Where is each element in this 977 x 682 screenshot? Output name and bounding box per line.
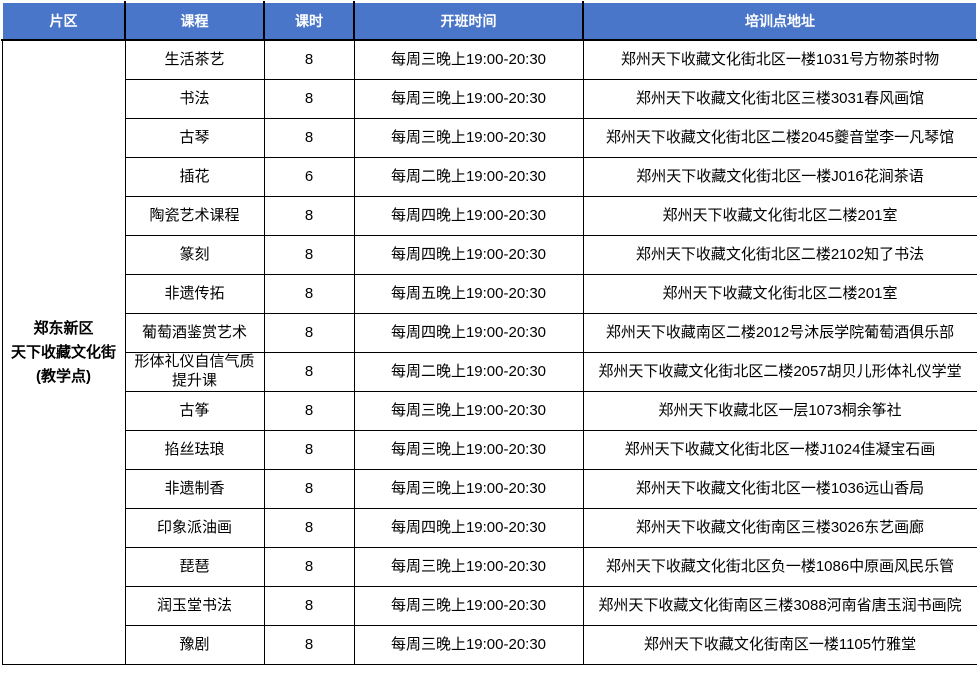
header-schedule: 开班时间 xyxy=(353,1,584,41)
hours-cell: 8 xyxy=(263,430,355,470)
hours-cell: 8 xyxy=(263,235,355,275)
address-cell: 郑州天下收藏文化街北区一楼J016花涧茶语 xyxy=(582,157,977,197)
table-row: 非遗传拓 8 每周五晚上19:00-20:30 郑州天下收藏文化街北区二楼201… xyxy=(2,274,977,314)
table-row: 葡萄酒鉴赏艺术 8 每周四晚上19:00-20:30 郑州天下收藏南区二楼201… xyxy=(2,313,977,353)
course-cell: 陶瓷艺术课程 xyxy=(124,196,265,236)
schedule-cell: 每周四晚上19:00-20:30 xyxy=(353,235,584,275)
schedule-cell: 每周四晚上19:00-20:30 xyxy=(353,508,584,548)
schedule-cell: 每周三晚上19:00-20:30 xyxy=(353,79,584,119)
hours-cell: 8 xyxy=(263,391,355,431)
schedule-cell: 每周三晚上19:00-20:30 xyxy=(353,469,584,509)
schedule-cell: 每周三晚上19:00-20:30 xyxy=(353,430,584,470)
address-cell: 郑州天下收藏文化街北区二楼2057胡贝儿形体礼仪学堂 xyxy=(582,352,977,392)
address-cell: 郑州天下收藏文化街北区一楼1031号方物茶时物 xyxy=(582,39,977,80)
address-cell: 郑州天下收藏文化街北区负一楼1086中原画风民乐管 xyxy=(582,547,977,587)
address-cell: 郑州天下收藏文化街南区三楼3026东艺画廊 xyxy=(582,508,977,548)
table-row: 郑东新区 天下收藏文化街 (教学点) 生活茶艺 8 每周三晚上19:00-20:3… xyxy=(1,39,977,665)
schedule-cell: 每周二晚上19:00-20:30 xyxy=(353,157,584,197)
hours-cell: 8 xyxy=(263,313,355,353)
hours-cell: 8 xyxy=(263,586,355,626)
course-cell: 插花 xyxy=(124,157,265,197)
course-cell: 书法 xyxy=(124,79,265,119)
address-cell: 郑州天下收藏文化街南区三楼3088河南省唐玉润书画院 xyxy=(582,586,977,626)
table-row: 形体礼仪自信气质提升课 8 每周二晚上19:00-20:30 郑州天下收藏文化街… xyxy=(2,352,977,392)
hours-cell: 8 xyxy=(263,196,355,236)
table-row: 非遗制香 8 每周三晚上19:00-20:30 郑州天下收藏文化街北区一楼103… xyxy=(2,469,977,509)
hours-cell: 8 xyxy=(263,469,355,509)
hours-cell: 8 xyxy=(263,508,355,548)
table-row: 篆刻 8 每周四晚上19:00-20:30 郑州天下收藏文化街北区二楼2102知… xyxy=(2,235,977,275)
hours-cell: 8 xyxy=(263,79,355,119)
address-cell: 郑州天下收藏文化街北区二楼201室 xyxy=(582,196,977,236)
table-row: 古琴 8 每周三晚上19:00-20:30 郑州天下收藏文化街北区二楼2045夔… xyxy=(2,118,977,158)
address-cell: 郑州天下收藏南区二楼2012号沐辰学院葡萄酒俱乐部 xyxy=(582,313,977,353)
header-course: 课程 xyxy=(124,1,265,41)
table-row: 插花 6 每周二晚上19:00-20:30 郑州天下收藏文化街北区一楼J016花… xyxy=(2,157,977,197)
address-cell: 郑州天下收藏文化街北区一楼1036远山香局 xyxy=(582,469,977,509)
course-cell: 古筝 xyxy=(124,391,265,431)
address-cell: 郑州天下收藏文化街北区三楼3031春风画馆 xyxy=(582,79,977,119)
address-cell: 郑州天下收藏文化街南区一楼1105竹雅堂 xyxy=(582,625,977,665)
hours-cell: 8 xyxy=(263,352,355,392)
header-address: 培训点地址 xyxy=(582,1,977,41)
table-row: 润玉堂书法 8 每周三晚上19:00-20:30 郑州天下收藏文化街南区三楼30… xyxy=(2,586,977,626)
schedule-cell: 每周三晚上19:00-20:30 xyxy=(353,625,584,665)
schedule-cell: 每周三晚上19:00-20:30 xyxy=(353,391,584,431)
hours-cell: 8 xyxy=(263,39,355,80)
address-cell: 郑州天下收藏文化街北区一楼J1024佳凝宝石画 xyxy=(582,430,977,470)
schedule-cell: 每周三晚上19:00-20:30 xyxy=(353,39,584,80)
schedule-cell: 每周三晚上19:00-20:30 xyxy=(353,586,584,626)
hours-cell: 8 xyxy=(263,274,355,314)
table-row: 掐丝珐琅 8 每周三晚上19:00-20:30 郑州天下收藏文化街北区一楼J10… xyxy=(2,430,977,470)
address-cell: 郑州天下收藏北区一层1073桐余筝社 xyxy=(582,391,977,431)
course-schedule-table: 片区 课程 课时 开班时间 培训点地址 郑东新区 天下收藏文化街 (教学点) 生活… xyxy=(1,1,977,665)
table-row: 印象派油画 8 每周四晚上19:00-20:30 郑州天下收藏文化街南区三楼30… xyxy=(2,508,977,548)
course-cell: 琵琶 xyxy=(124,547,265,587)
address-cell: 郑州天下收藏文化街北区二楼201室 xyxy=(582,274,977,314)
hours-cell: 8 xyxy=(263,625,355,665)
course-cell: 润玉堂书法 xyxy=(124,586,265,626)
course-cell: 形体礼仪自信气质提升课 xyxy=(124,352,265,392)
table-row: 陶瓷艺术课程 8 每周四晚上19:00-20:30 郑州天下收藏文化街北区二楼2… xyxy=(2,196,977,236)
course-cell: 掐丝珐琅 xyxy=(124,430,265,470)
schedule-cell: 每周三晚上19:00-20:30 xyxy=(353,547,584,587)
table-body: 郑东新区 天下收藏文化街 (教学点) 生活茶艺 8 每周三晚上19:00-20:3… xyxy=(1,39,977,665)
table-row: 书法 8 每周三晚上19:00-20:30 郑州天下收藏文化街北区三楼3031春… xyxy=(2,79,977,119)
course-cell: 印象派油画 xyxy=(124,508,265,548)
schedule-cell: 每周五晚上19:00-20:30 xyxy=(353,274,584,314)
course-cell: 古琴 xyxy=(124,118,265,158)
hours-cell: 6 xyxy=(263,157,355,197)
table-row: 豫剧 8 每周三晚上19:00-20:30 郑州天下收藏文化街南区一楼1105竹… xyxy=(2,625,977,665)
hours-cell: 8 xyxy=(263,547,355,587)
course-cell: 葡萄酒鉴赏艺术 xyxy=(124,313,265,353)
district-cell: 郑东新区 天下收藏文化街 (教学点) xyxy=(1,39,126,665)
course-cell: 非遗制香 xyxy=(124,469,265,509)
table-row: 古筝 8 每周三晚上19:00-20:30 郑州天下收藏北区一层1073桐余筝社 xyxy=(2,391,977,431)
course-cell: 豫剧 xyxy=(124,625,265,665)
hours-cell: 8 xyxy=(263,118,355,158)
schedule-cell: 每周二晚上19:00-20:30 xyxy=(353,352,584,392)
course-cell: 篆刻 xyxy=(124,235,265,275)
address-cell: 郑州天下收藏文化街北区二楼2045夔音堂李一凡琴馆 xyxy=(582,118,977,158)
schedule-cell: 每周四晚上19:00-20:30 xyxy=(353,313,584,353)
table-row: 琵琶 8 每周三晚上19:00-20:30 郑州天下收藏文化街北区负一楼1086… xyxy=(2,547,977,587)
course-cell: 非遗传拓 xyxy=(124,274,265,314)
schedule-cell: 每周三晚上19:00-20:30 xyxy=(353,118,584,158)
header-district: 片区 xyxy=(1,1,126,41)
header-row: 片区 课程 课时 开班时间 培训点地址 xyxy=(1,1,977,41)
address-cell: 郑州天下收藏文化街北区二楼2102知了书法 xyxy=(582,235,977,275)
course-cell: 生活茶艺 xyxy=(124,39,265,80)
schedule-cell: 每周四晚上19:00-20:30 xyxy=(353,196,584,236)
header-hours: 课时 xyxy=(263,1,355,41)
